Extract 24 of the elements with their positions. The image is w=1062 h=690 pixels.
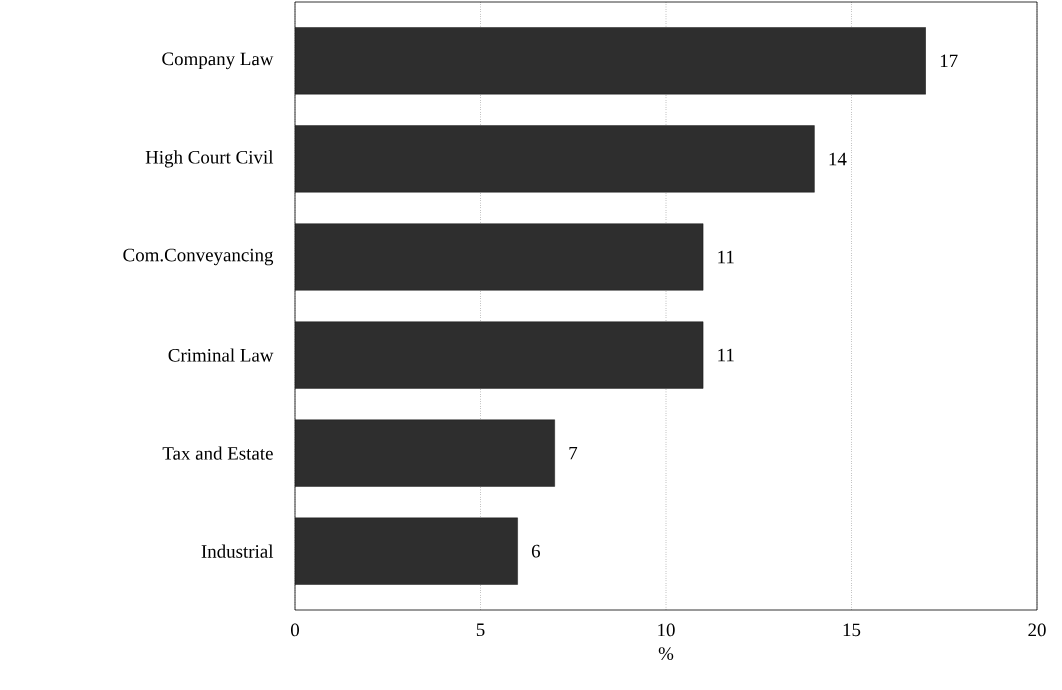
x-tick-label: 5 xyxy=(476,623,485,637)
y-tick-label: High Court Civil xyxy=(145,150,274,168)
data-label: 17 xyxy=(940,54,958,68)
y-tick-label: Com.Conveyancing xyxy=(123,248,274,266)
x-tick-label: 15 xyxy=(843,623,861,637)
bar xyxy=(295,27,926,95)
y-tick-label: Criminal Law xyxy=(168,348,274,362)
x-tick-label: 10 xyxy=(658,623,675,637)
data-label: 6 xyxy=(531,544,541,558)
data-label: 11 xyxy=(718,250,734,264)
data-label: 11 xyxy=(718,348,734,362)
bar xyxy=(295,321,704,389)
y-tick-label: Tax and Estate xyxy=(162,446,273,460)
x-tick-label: 0 xyxy=(290,623,299,637)
bar xyxy=(295,223,704,291)
y-tick-label: Company Law xyxy=(162,52,274,70)
x-axis-title: % xyxy=(658,647,674,660)
bar xyxy=(295,419,555,487)
bar xyxy=(295,125,815,193)
data-label: 7 xyxy=(569,446,578,460)
x-tick-label: 20 xyxy=(1028,623,1046,637)
data-label: 14 xyxy=(829,152,847,166)
y-tick-label: Industrial xyxy=(201,544,274,558)
bar xyxy=(295,517,518,585)
